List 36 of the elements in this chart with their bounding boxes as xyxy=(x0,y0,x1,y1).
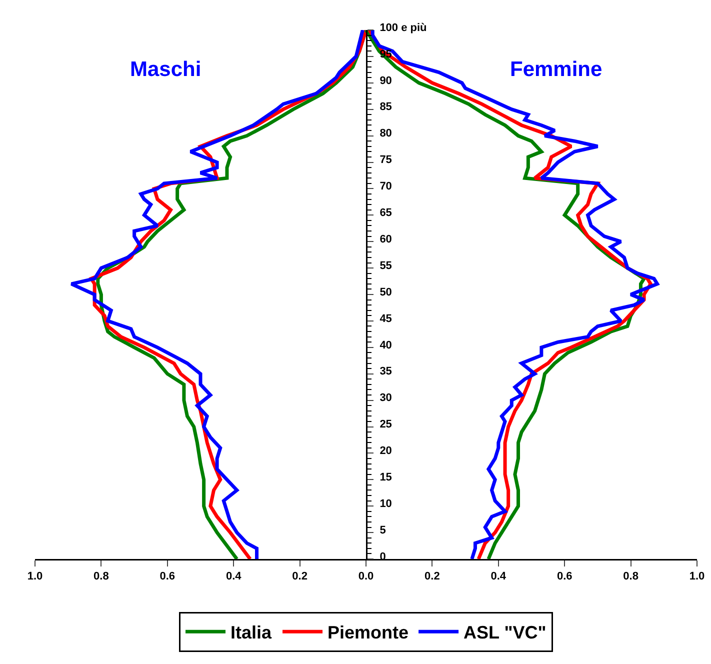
y-tick-label: 10 xyxy=(380,498,392,510)
x-tick-label: 0.8 xyxy=(623,570,638,583)
x-tick-label: 1.0 xyxy=(689,570,705,583)
y-tick-label: 15 xyxy=(380,472,392,484)
y-tick-label: 95 xyxy=(380,48,392,60)
y-tick-label: 80 xyxy=(380,128,392,140)
y-tick-label: 40 xyxy=(380,339,392,352)
x-tick-label: 0.4 xyxy=(490,570,507,583)
y-tick-label: 25 xyxy=(380,418,392,431)
y-tick-label: 20 xyxy=(380,445,392,458)
legend-label: ASL "VC" xyxy=(464,622,546,643)
annotation: Femmine xyxy=(510,58,602,81)
y-tick-label: 60 xyxy=(380,233,392,246)
y-tick-label: 100 e più xyxy=(380,22,427,34)
x-tick-label: 0.6 xyxy=(556,570,572,583)
x-tick-label: 0.8 xyxy=(94,570,109,583)
y-tick-label: 75 xyxy=(380,154,392,166)
y-tick-label: 90 xyxy=(380,74,392,87)
y-tick-label: 35 xyxy=(380,366,392,378)
legend-label: Piemonte xyxy=(328,622,409,643)
x-tick-label: 0.2 xyxy=(292,570,308,583)
x-tick-label: 0.2 xyxy=(424,570,440,583)
y-tick-label: 55 xyxy=(380,260,392,272)
y-tick-label: 70 xyxy=(380,180,392,193)
y-tick-label: 30 xyxy=(380,392,392,404)
x-tick-label: 1.0 xyxy=(27,570,43,583)
y-tick-label: 45 xyxy=(380,312,392,325)
x-tick-label: 0.4 xyxy=(226,570,242,583)
x-tick-label: 0.0 xyxy=(358,570,374,583)
legend-label: Italia xyxy=(230,622,273,643)
annotation: Maschi xyxy=(130,58,202,81)
x-tick-label: 0.6 xyxy=(160,570,176,583)
y-tick-label: 85 xyxy=(380,101,392,114)
y-tick-label: 5 xyxy=(380,524,386,536)
y-tick-label: 50 xyxy=(380,286,392,298)
y-tick-label: 65 xyxy=(380,207,392,219)
